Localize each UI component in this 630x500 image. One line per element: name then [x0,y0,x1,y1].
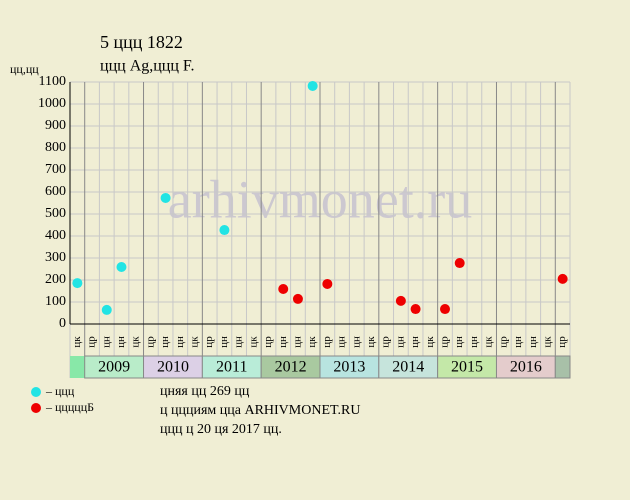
x-tick-label: цн [468,336,480,348]
x-tick-label: цр [262,336,274,348]
x-tick-label: цк [247,336,259,348]
x-tick-label: цн [100,336,112,348]
point [116,262,127,273]
point [72,278,83,289]
point [410,304,421,315]
y-tick-label: 1100 [39,74,66,89]
x-tick-label: цн [409,336,421,348]
y-tick-label: 500 [45,206,66,221]
x-tick-label: цр [439,336,451,348]
y-tick-label: 300 [45,250,66,265]
legend-label: – ццц [45,384,75,398]
year-label: 2011 [216,359,247,376]
point [557,273,568,284]
point [160,192,171,203]
point [454,258,465,269]
y-tick-label: 400 [45,228,66,243]
x-tick-label: цн [218,336,230,348]
note: ццц ц 20 ця 2017 цц. [160,422,282,437]
x-tick-label: цк [541,336,553,348]
year-cell [554,355,571,379]
x-tick-label: цк [130,336,142,348]
year-label: 2015 [451,359,483,376]
y-tick-label: 600 [45,184,66,199]
x-tick-label: цн [527,336,539,348]
note: ц ццциям цца ARHIVMONET.RU [160,403,360,418]
y-tick-label: 800 [45,140,66,155]
x-tick-label: цр [321,336,333,348]
x-tick-label: цн [453,336,465,348]
legend-marker [31,387,41,397]
x-tick-label: цк [71,336,83,348]
x-tick-label: цр [497,336,509,348]
year-label: 2013 [333,359,365,376]
x-tick-label: цн [115,336,127,348]
legend-marker [31,403,41,413]
year-label: 2010 [157,359,189,376]
x-tick-label: цн [233,336,245,348]
note: цняя цц 269 цц [160,384,250,399]
x-tick-label: цн [159,336,171,348]
year-cell [70,356,88,378]
x-tick-label: цк [424,336,436,348]
y-tick-label: 700 [45,162,66,177]
year-label: 2016 [510,359,542,376]
x-tick-label: цн [291,336,303,348]
point [219,225,230,236]
y-tick-label: 900 [45,118,66,133]
x-tick-label: цр [144,336,156,348]
x-tick-label: цр [203,336,215,348]
point [292,293,303,304]
year-label: 2009 [98,359,130,376]
x-tick-label: цн [350,336,362,348]
point [307,80,318,91]
year-label: 2012 [275,359,307,376]
x-tick-label: цр [86,336,98,348]
y-label: цц,цц [10,62,39,76]
x-tick-label: цн [174,336,186,348]
x-tick-label: цн [394,336,406,348]
x-tick-label: цк [365,336,377,348]
x-tick-label: цк [189,336,201,348]
point [322,278,333,289]
x-tick-label: цр [380,336,392,348]
y-tick-label: 200 [45,272,66,287]
point [395,295,406,306]
x-tick-label: цр [556,336,568,348]
y-tick-label: 100 [45,294,66,309]
legend-label: – цццццБ [45,400,94,414]
x-tick-label: цн [277,336,289,348]
x-tick-label: цн [512,336,524,348]
chart-title: 5 ццц 1822 [100,32,183,52]
x-tick-label: цк [306,336,318,348]
y-tick-label: 0 [59,316,66,331]
x-tick-label: цк [483,336,495,348]
chart-subtitle: ццц Ag,ццц F. [100,58,195,75]
point [278,284,289,295]
y-tick-label: 1000 [38,96,66,111]
year-label: 2014 [392,359,424,376]
x-tick-label: цн [336,336,348,348]
point [101,304,112,315]
point [440,304,450,315]
